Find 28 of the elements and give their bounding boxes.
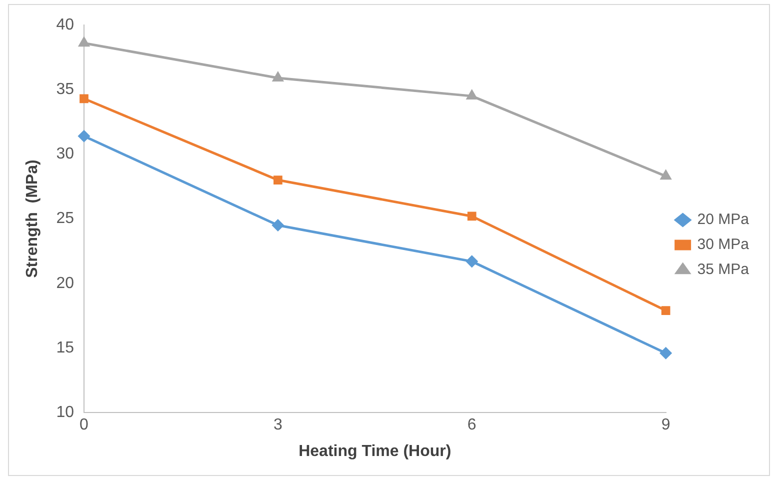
y-tick-label: 20 [56, 274, 74, 292]
legend-label: 35 MPa [697, 261, 750, 278]
legend-label: 30 MPa [697, 236, 750, 254]
y-tick-label: 25 [56, 210, 74, 228]
point [660, 347, 672, 359]
y-tick-label: 30 [56, 146, 74, 163]
point [78, 37, 90, 47]
x-tick-label: 6 [467, 416, 476, 434]
x-tick-label: 0 [80, 416, 89, 434]
point [272, 72, 284, 82]
point [466, 90, 478, 100]
point [467, 212, 476, 221]
point [466, 256, 478, 268]
x-axis-title: Heating Time (Hour) [298, 442, 452, 460]
legend-label: 20 MPa [697, 211, 750, 228]
x-tick-label: 3 [273, 416, 282, 434]
point [80, 94, 88, 104]
point [272, 220, 284, 232]
y-tick-label: 15 [56, 339, 74, 356]
point [661, 306, 670, 315]
y-tick-label: 10 [56, 404, 74, 422]
x-tick-label: 9 [661, 416, 670, 434]
point [78, 130, 90, 142]
y-axis-title: Strength (MPa) [24, 160, 42, 278]
point [660, 170, 671, 180]
y-tick-label: 35 [56, 81, 74, 98]
y-tick-label: 40 [56, 16, 74, 34]
point [274, 176, 282, 184]
